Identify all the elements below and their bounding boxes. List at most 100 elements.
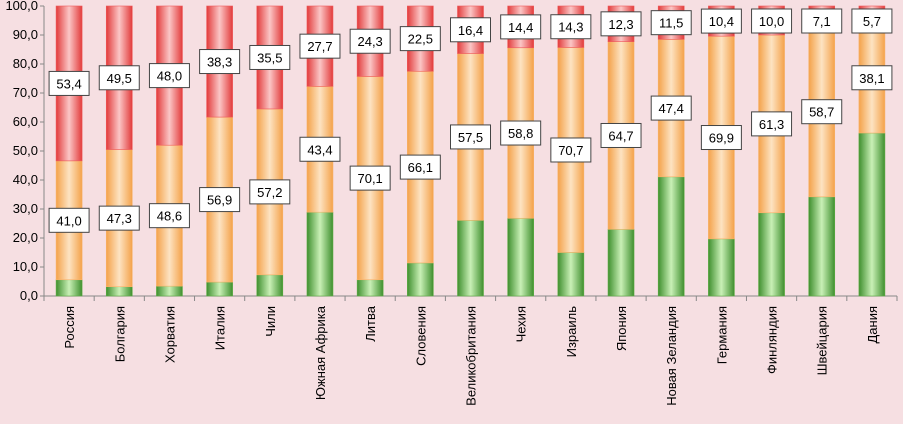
- y-axis: 0,0 10,0 20,0 30,0 40,0 50,0 60,0 70,0 80,0 90,0 1…: [5, 0, 898, 303]
- data-label-orange-box: [700, 125, 742, 151]
- data-label-red-text: 27,7: [307, 39, 332, 54]
- data-label-orange-text: 43,4: [307, 142, 332, 157]
- category-label: Израиль: [564, 306, 579, 358]
- data-label-orange-text: 58,7: [809, 105, 834, 120]
- data-label-red-text: 7,1: [813, 14, 831, 29]
- y-tick-label: 70,0: [13, 85, 38, 100]
- bar-segment-green: [657, 176, 685, 297]
- data-label-red-box: [801, 8, 843, 34]
- bar-segment-green: [407, 262, 434, 297]
- category-label: Литва: [363, 305, 378, 342]
- data-label-orange-box: [48, 207, 90, 233]
- data-label-red-box: [349, 28, 391, 54]
- data-label-red-text: 10,4: [709, 14, 734, 29]
- data-label-orange: 69,9: [700, 125, 742, 151]
- data-label-red-box: [600, 11, 642, 37]
- data-label-red-text: 48,0: [157, 69, 182, 84]
- data-label-red: 22,5: [399, 26, 441, 52]
- y-tick-label: 100,0: [5, 0, 38, 13]
- data-label-orange-box: [98, 205, 140, 231]
- data-label-orange-box: [550, 137, 592, 163]
- data-label-red-text: 11,5: [659, 16, 683, 31]
- data-label-red-box: [249, 44, 291, 70]
- bar-segment-green: [356, 279, 384, 297]
- data-label-red: 14,4: [500, 14, 542, 40]
- data-label-red-text: 16,4: [458, 23, 483, 38]
- data-label-red-box: [700, 8, 742, 34]
- data-label-orange-box: [801, 99, 843, 125]
- data-label-red-text: 14,3: [558, 20, 583, 35]
- data-label-orange-box: [851, 65, 893, 91]
- data-label-red: 16,4: [450, 17, 491, 43]
- data-label-orange-text: 56,9: [207, 193, 232, 208]
- data-label-red: 53,4: [48, 70, 90, 96]
- bar-segment-green: [55, 279, 83, 297]
- category-label: Болгария: [112, 306, 127, 362]
- x-axis-labels: Россия Болгария Хорватия Италия Чили Южная Аф…: [62, 305, 880, 406]
- category-label: Великобритания: [464, 306, 479, 406]
- data-label-orange-box: [600, 122, 642, 148]
- data-label-orange: 56,9: [199, 187, 241, 213]
- data-label-orange: 41,0: [48, 207, 90, 233]
- data-label-orange-text: 70,1: [357, 171, 382, 186]
- bar-segment-green: [256, 274, 284, 297]
- category-label: Чили: [263, 306, 278, 337]
- data-label-orange: 58,8: [500, 120, 542, 146]
- data-label-red-box: [751, 8, 793, 34]
- y-tick-label: 40,0: [13, 172, 38, 187]
- data-label-orange-text: 48,6: [157, 209, 182, 224]
- data-label-red-text: 24,3: [357, 34, 382, 49]
- data-label-orange-text: 47,3: [107, 211, 132, 226]
- category-label: Финляндия: [765, 306, 780, 374]
- data-label-orange: 47,3: [98, 205, 140, 231]
- data-label-red-text: 14,4: [508, 20, 533, 35]
- data-label-orange-text: 47,4: [659, 101, 684, 116]
- data-label-orange-text: 57,5: [458, 130, 483, 145]
- data-label-red-box: [48, 70, 90, 96]
- y-tick-label: 60,0: [13, 114, 38, 129]
- bar-segment-green: [808, 196, 836, 297]
- category-label: Италия: [213, 306, 228, 350]
- data-label-orange: 66,1: [399, 154, 441, 180]
- data-label-orange-box: [751, 111, 793, 137]
- bar-segment-green: [306, 211, 334, 297]
- y-tick-label: 30,0: [13, 201, 38, 216]
- data-label-red-text: 10,0: [759, 14, 784, 29]
- y-tick-label: 10,0: [13, 259, 38, 274]
- data-label-red-box: [199, 49, 241, 75]
- data-label-red-box: [299, 33, 341, 59]
- data-labels: 41,0 53,4 47,3 49,5 48,6 48,0 56,9 38,3 57,2 35,5…: [48, 8, 893, 233]
- data-label-orange-text: 66,1: [408, 160, 433, 175]
- bar-segment-green: [858, 132, 886, 297]
- data-label-red: 7,1: [801, 8, 843, 34]
- data-label-orange-text: 69,9: [709, 131, 734, 146]
- y-tick-label: 20,0: [13, 230, 38, 245]
- data-label-orange-box: [299, 136, 341, 162]
- y-tick-label: 80,0: [13, 56, 38, 71]
- category-label: Япония: [614, 306, 629, 351]
- category-label: Дания: [865, 306, 880, 344]
- data-label-orange-box: [249, 179, 291, 205]
- y-tick-label: 0,0: [20, 288, 38, 303]
- data-label-red-box: [399, 26, 441, 52]
- data-label-red-text: 38,3: [207, 55, 232, 70]
- data-label-orange: 70,7: [550, 137, 592, 163]
- data-label-red-text: 12,3: [608, 17, 633, 32]
- category-label: Германия: [714, 306, 729, 364]
- category-label: Россия: [62, 306, 77, 349]
- data-label-red-box: [851, 8, 893, 34]
- data-label-orange: 64,7: [600, 122, 642, 148]
- data-label-red-box: [650, 10, 692, 36]
- data-label-red: 49,5: [98, 65, 140, 91]
- data-label-red: 48,0: [148, 63, 190, 89]
- data-label-orange: 47,4: [650, 95, 692, 121]
- data-label-red-box: [98, 65, 140, 91]
- data-label-red: 24,3: [349, 28, 391, 54]
- data-label-orange-box: [199, 187, 241, 213]
- data-label-orange: 70,1: [349, 165, 391, 191]
- category-label: Хорватия: [162, 306, 177, 363]
- data-label-orange: 57,5: [450, 124, 491, 150]
- bar-segment-green: [206, 281, 233, 297]
- data-label-red: 5,7: [851, 8, 893, 34]
